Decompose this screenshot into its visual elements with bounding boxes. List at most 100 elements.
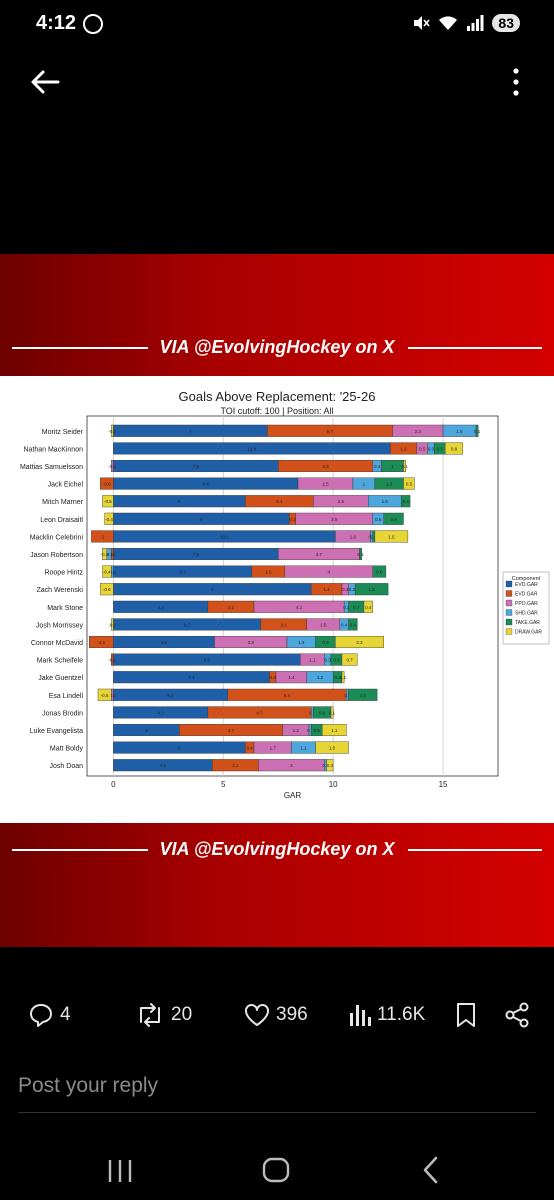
data-label: 1.6 (350, 534, 357, 539)
bar-segment (110, 618, 114, 631)
data-label: 0.3 (270, 675, 277, 680)
data-label: 1.2 (400, 446, 407, 451)
share-button[interactable] (504, 996, 530, 1034)
data-label: 2.5 (338, 499, 345, 504)
banner-divider (408, 849, 542, 851)
data-label: -0.1 (108, 658, 116, 663)
y-tick-label: Jake Guentzel (38, 675, 83, 682)
data-label: 0.1 (307, 728, 314, 733)
data-label: -0.4 (105, 517, 113, 522)
legend-label: EVO.GAR (515, 582, 538, 588)
data-label: 1.3 (298, 640, 305, 645)
data-label: 2.5 (322, 482, 329, 487)
data-label: 3 (290, 763, 293, 768)
data-label: 1.5 (382, 499, 389, 504)
data-label: 6.3 (179, 570, 186, 575)
legend-swatch (505, 609, 513, 616)
bar-segment (363, 600, 373, 613)
views-button[interactable]: 11.6K (349, 996, 425, 1034)
data-label: 4.5 (160, 763, 167, 768)
system-nav-bar (0, 1140, 554, 1200)
data-label: -0.2 (101, 552, 109, 557)
legend-swatch (505, 580, 513, 588)
back-arrow-icon[interactable] (28, 65, 62, 99)
recent-apps-icon[interactable] (100, 1150, 140, 1190)
legend-title: Component (512, 576, 541, 582)
data-label: 0.1 (401, 464, 408, 469)
data-label: 0.6 (376, 570, 383, 575)
nav-back-icon[interactable] (412, 1150, 452, 1190)
heart-icon (245, 1004, 269, 1026)
data-label: 2.3 (415, 429, 422, 434)
data-label: 5.4 (284, 693, 291, 698)
bar-segment (341, 653, 358, 666)
mute-icon (414, 16, 431, 30)
battery-indicator: 83 (492, 14, 520, 32)
home-icon[interactable] (256, 1150, 296, 1190)
gar-chart[interactable]: Goals Above Replacement: '25-26 TOI cutof… (0, 376, 554, 823)
data-label: 0.4 (403, 499, 410, 504)
data-label: 7.5 (193, 552, 200, 557)
wifi-icon (439, 16, 458, 30)
data-label: 4 (328, 570, 331, 575)
banner-divider (12, 347, 148, 349)
data-label: -0.6 (103, 587, 111, 592)
data-label: -0.2 (105, 552, 113, 557)
data-label: 1.5 (368, 587, 375, 592)
data-label: 0.3 (327, 763, 334, 768)
data-label: 0.1 (322, 763, 329, 768)
y-tick-label: Zach Werenski (36, 587, 83, 594)
data-label: 3.7 (316, 552, 323, 557)
data-label: -0.1 (108, 464, 116, 469)
data-label: 0.9 (322, 640, 329, 645)
data-label: 0.9 (390, 517, 397, 522)
data-label: 3.1 (276, 499, 283, 504)
data-label: 0.3 (349, 587, 356, 592)
data-label: 4.1 (296, 605, 303, 610)
data-label: 6 (178, 746, 181, 751)
data-label: 5.7 (327, 429, 334, 434)
like-button[interactable]: 396 (244, 996, 308, 1034)
data-label: -1.1 (97, 640, 105, 645)
bar-segment (102, 495, 114, 508)
bar-segment (341, 671, 345, 684)
y-tick-label: Jack Eichel (48, 482, 84, 489)
more-options-icon[interactable] (508, 65, 524, 99)
bar-segment (321, 723, 347, 737)
x-tick-label: 0 (111, 780, 116, 789)
data-label: -0.6 (103, 482, 111, 487)
data-label: 5.2 (167, 693, 174, 698)
legend-swatch (505, 590, 513, 597)
data-label: 1.5 (329, 746, 336, 751)
share-icon (505, 1002, 529, 1028)
top-bar (0, 55, 554, 109)
repost-button[interactable]: 20 (135, 996, 192, 1034)
bookmark-button[interactable] (455, 996, 477, 1034)
repost-count: 20 (171, 1004, 193, 1025)
status-bar: 4:12 83 (0, 0, 554, 50)
data-label: 0.1 (344, 693, 351, 698)
data-label: 1.2 (293, 728, 300, 733)
data-label: -0.1 (108, 429, 116, 434)
data-label: 7 (189, 429, 192, 434)
data-label: 1 (363, 482, 366, 487)
data-label: 6.7 (184, 622, 191, 627)
data-label: 0.3 (325, 658, 332, 663)
data-label: 4.7 (256, 710, 263, 715)
legend-swatch (505, 628, 513, 635)
reply-input[interactable]: Post your reply (18, 1074, 159, 1097)
bar-segment (315, 741, 349, 754)
data-label: -0.1 (108, 622, 116, 627)
data-label: 1 (391, 464, 394, 469)
chart-subtitle: TOI cutoff: 100 | Position: All (220, 406, 333, 416)
bar-segment (104, 512, 114, 525)
data-label: 0.2 (343, 605, 350, 610)
data-label: -0.5 (104, 499, 112, 504)
legend-label: EVD.GAR (515, 592, 538, 598)
reply-button[interactable]: 4 (28, 996, 71, 1034)
signal-icon (467, 15, 484, 31)
data-label: 2.2 (356, 640, 363, 645)
data-label: 1.1 (331, 728, 338, 733)
analytics-icon (350, 1005, 371, 1026)
data-label: 3 (145, 728, 148, 733)
